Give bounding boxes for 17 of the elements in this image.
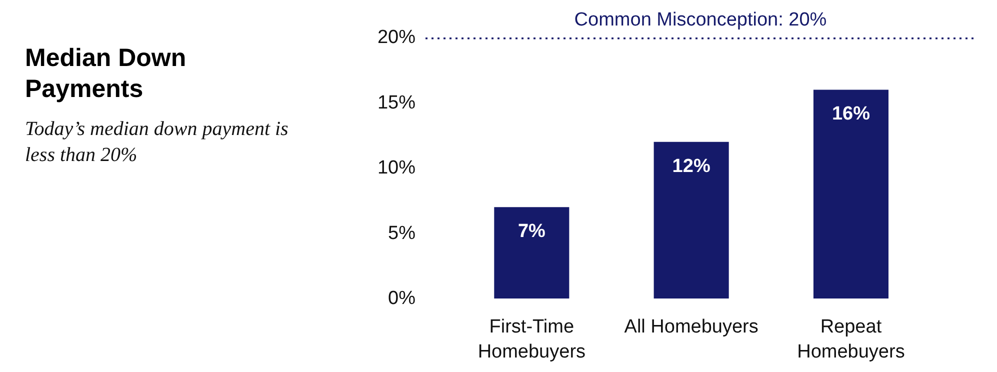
data-label: 12% [672, 156, 710, 177]
bar [654, 142, 729, 298]
data-label: 16% [832, 104, 870, 125]
y-tick-label: 10% [377, 158, 416, 178]
bar [813, 90, 888, 298]
data-label: 7% [518, 221, 546, 242]
text: Median Down Payments [25, 43, 188, 106]
bar [494, 207, 570, 298]
x-tick-label: First-Time Homebuyers [478, 316, 586, 363]
x-tick-label: All Homebuyers [624, 316, 758, 338]
y-tick-label: 15% [377, 92, 416, 114]
y-tick-label: 5% [388, 222, 416, 244]
y-tick-label: 0% [388, 288, 416, 309]
text: Today’s median down payment is less than 20% [25, 116, 290, 168]
y-tick-label: 20% [377, 27, 416, 48]
ref-line-label: Common Misconception: 20% [574, 10, 827, 30]
x-tick-label: Repeat Homebuyers [797, 316, 905, 363]
